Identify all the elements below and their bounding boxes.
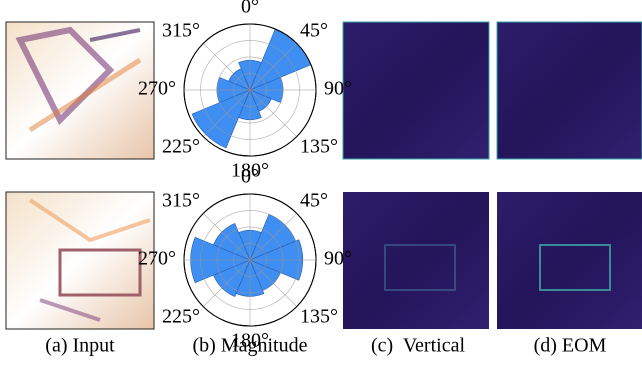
angle-label: 135° <box>300 306 338 328</box>
vertical-image <box>343 192 489 329</box>
angle-label: 0° <box>241 166 259 188</box>
eom-image <box>497 192 642 329</box>
angle-label: 225° <box>162 136 200 158</box>
angle-label: 45° <box>300 190 328 212</box>
caption: (d) EOM <box>534 335 607 357</box>
angle-label: 270° <box>138 248 176 270</box>
angle-label: 315° <box>162 190 200 212</box>
angle-label: 225° <box>162 306 200 328</box>
angle-label: 45° <box>300 20 328 42</box>
angle-label: 135° <box>300 136 338 158</box>
angle-label: 270° <box>138 78 176 100</box>
angle-label: 315° <box>162 20 200 42</box>
vertical-image <box>343 22 489 159</box>
figure: (a) Input (b) Magnitude (c) Vertical (d)… <box>0 0 642 362</box>
input-image <box>6 192 154 329</box>
angle-label: 0° <box>241 0 259 18</box>
caption: (c) Vertical <box>371 335 465 357</box>
caption: (a) Input <box>45 335 115 357</box>
input-image <box>6 22 154 159</box>
eom-image <box>497 22 642 159</box>
angle-label: 90° <box>324 248 352 270</box>
angle-label: 90° <box>324 78 352 100</box>
angle-label: 180° <box>231 330 269 352</box>
